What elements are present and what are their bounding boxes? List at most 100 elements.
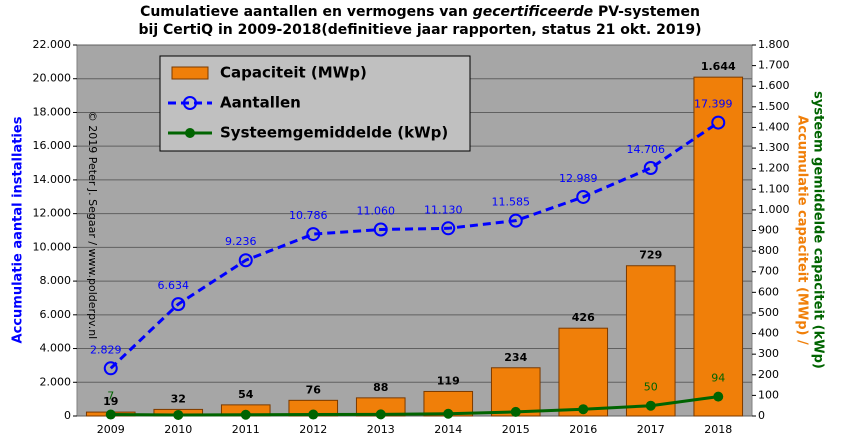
- data-label: 11.585: [492, 196, 531, 209]
- y-tick-label: 0: [64, 409, 71, 422]
- bar-label: 729: [639, 249, 662, 262]
- marker: [173, 409, 184, 420]
- marker: [508, 213, 523, 228]
- y2-tick-label: 100: [758, 388, 779, 401]
- y-tick-label: 14.000: [33, 173, 72, 186]
- x-tick-label: 2009: [97, 423, 125, 436]
- watermark: © 2019 Peter J. Segaar / www.polderpv.nl: [86, 111, 99, 339]
- bar-label: 234: [504, 351, 527, 364]
- y2-tick-label: 900: [758, 224, 779, 237]
- y-tick-label: 12.000: [33, 207, 72, 220]
- y-tick-label: 18.000: [33, 105, 72, 118]
- bar: [558, 327, 609, 417]
- data-label: 11.130: [424, 203, 463, 216]
- bar: [625, 265, 676, 417]
- data-label: 14.706: [627, 143, 666, 156]
- legend-marker: [185, 128, 195, 138]
- marker: [171, 297, 186, 312]
- title-part: PV-systemen: [593, 4, 700, 20]
- bar-label: 1.644: [701, 60, 736, 73]
- data-label: 11.060: [357, 204, 396, 217]
- x-tick-label: 2012: [299, 423, 327, 436]
- y-tick-label: 4.000: [40, 342, 72, 355]
- y-axis-label: Accumulatie aantal installaties: [11, 116, 26, 343]
- data-label: 6.634: [158, 279, 190, 292]
- y2-tick-label: 1.700: [758, 59, 790, 72]
- y-tick-label: 6.000: [40, 308, 72, 321]
- x-tick-label: 2014: [434, 423, 462, 436]
- y2-tick-label: 600: [758, 285, 779, 298]
- marker: [238, 253, 253, 268]
- y-tick-label: 10.000: [33, 240, 72, 253]
- y2-tick-label: 1.100: [758, 182, 790, 195]
- legend-label: Systeemgemiddelde (kWp): [220, 124, 448, 142]
- marker: [375, 409, 386, 420]
- x-tick-label: 2017: [637, 423, 665, 436]
- y2-tick-label: 1.600: [758, 79, 790, 92]
- x-tick-label: 2013: [367, 423, 395, 436]
- y2-tick-label: 1.000: [758, 203, 790, 216]
- y2-tick-label: 1.500: [758, 100, 790, 113]
- data-label: 12.989: [559, 172, 598, 185]
- data-label: 7: [107, 390, 114, 403]
- legend-label: Capaciteit (MWp): [220, 64, 367, 82]
- chart-title: Cumulatieve aantallen en vermogens van g…: [140, 4, 700, 20]
- y2-axis-label: Accumulatie capaciteit (MWp) /: [795, 115, 810, 345]
- marker: [240, 409, 251, 420]
- data-label: 17.399: [694, 98, 733, 111]
- marker: [711, 115, 726, 130]
- marker: [713, 391, 724, 402]
- y2-tick-label: 1.400: [758, 120, 790, 133]
- x-tick-label: 2016: [569, 423, 597, 436]
- y2-tick-label: 300: [758, 347, 779, 360]
- marker: [441, 221, 456, 236]
- bar-label: 19: [103, 395, 118, 408]
- x-tick-label: 2018: [704, 423, 732, 436]
- legend-label: Aantallen: [220, 94, 301, 112]
- marker: [578, 404, 589, 415]
- y2-tick-label: 0: [758, 409, 765, 422]
- y2-axis-label: systeem gemiddelde capaciteit (kWp): [811, 91, 826, 369]
- marker: [306, 227, 321, 242]
- marker: [105, 409, 116, 420]
- x-tick-label: 2010: [164, 423, 192, 436]
- marker: [576, 189, 591, 204]
- y-tick-label: 22.000: [33, 38, 72, 51]
- x-tick-label: 2015: [502, 423, 530, 436]
- bar-label: 88: [373, 381, 388, 394]
- legend-swatch: [171, 66, 209, 80]
- line: [109, 121, 720, 370]
- marker: [103, 361, 118, 376]
- y2-tick-label: 400: [758, 327, 779, 340]
- y2-tick-label: 800: [758, 244, 779, 257]
- marker: [373, 222, 388, 237]
- y2-tick-label: 1.300: [758, 141, 790, 154]
- y-tick-label: 16.000: [33, 139, 72, 152]
- y-tick-label: 2.000: [40, 375, 72, 388]
- marker: [645, 400, 656, 411]
- y-tick-label: 20.000: [33, 72, 72, 85]
- bar-label: 54: [238, 388, 254, 401]
- marker: [443, 408, 454, 419]
- y2-tick-label: 1.800: [758, 38, 790, 51]
- marker: [510, 406, 521, 417]
- title-part: Cumulatieve aantallen en vermogens van: [140, 4, 473, 20]
- data-label: 9.236: [225, 235, 257, 248]
- y2-tick-label: 200: [758, 368, 779, 381]
- title-part: gecertificeerde: [473, 4, 593, 20]
- bar-label: 426: [572, 311, 595, 324]
- marker: [643, 161, 658, 176]
- chart-subtitle: bij CertiQ in 2009-2018(definitieve jaar…: [139, 22, 702, 38]
- line: [110, 395, 719, 417]
- data-label: 10.786: [289, 209, 328, 222]
- data-label: 50: [644, 381, 658, 394]
- marker: [308, 409, 319, 420]
- y2-tick-label: 500: [758, 306, 779, 319]
- data-label: 2.829: [90, 343, 122, 356]
- bar-label: 119: [437, 374, 460, 387]
- y-tick-label: 8.000: [40, 274, 72, 287]
- x-tick-label: 2011: [232, 423, 260, 436]
- legend-marker: [183, 96, 197, 110]
- y2-tick-label: 1.200: [758, 162, 790, 175]
